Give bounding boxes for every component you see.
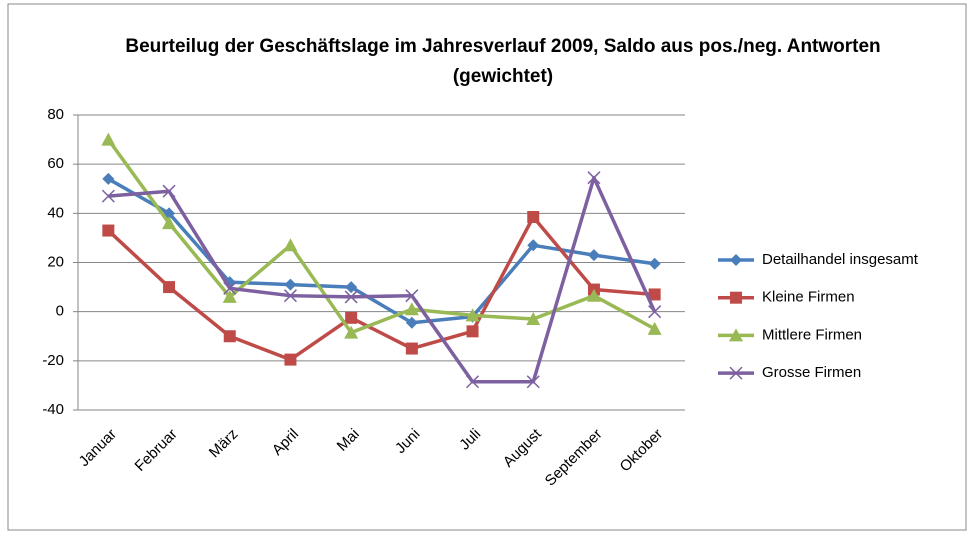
chart-title: Beurteilug der Geschäftslage im Jahresve…: [125, 36, 881, 87]
marker: [284, 353, 297, 366]
legend-marker: [730, 254, 742, 266]
x-tick-label: Januar: [76, 426, 120, 470]
legend-entry: Grosse Firmen: [718, 364, 861, 381]
x-tick-label: Juli: [456, 426, 484, 454]
series-line: [108, 175, 657, 384]
marker: [344, 325, 359, 339]
y-tick-label: 60: [47, 155, 64, 172]
marker: [162, 216, 177, 230]
y-tick-label: 0: [56, 303, 64, 320]
x-tick-label: April: [269, 426, 302, 459]
marker: [466, 325, 479, 338]
marker: [283, 289, 297, 303]
series-line: [107, 215, 655, 362]
marker: [284, 278, 297, 291]
marker: [222, 289, 237, 303]
marker: [162, 184, 176, 198]
legend-label: Kleine Firmen: [762, 289, 855, 306]
marker: [283, 238, 298, 252]
marker: [163, 281, 176, 294]
marker: [102, 224, 115, 237]
marker: [345, 281, 358, 294]
marker: [587, 171, 601, 185]
x-tick-label: Mai: [334, 426, 363, 455]
legend-marker: [730, 291, 742, 304]
y-tick-label: 80: [47, 106, 64, 123]
marker: [223, 281, 237, 295]
legend-entry: Detailhandel insgesamt: [718, 251, 919, 268]
marker: [527, 211, 540, 224]
x-tick-label: März: [206, 426, 242, 462]
marker: [102, 172, 115, 185]
x-tick-label: Oktober: [617, 426, 667, 476]
marker: [466, 375, 480, 389]
marker: [101, 132, 116, 146]
x-tick-label: Februar: [132, 426, 181, 475]
legend-label: Detailhandel insgesamt: [762, 251, 919, 268]
marker: [101, 189, 115, 203]
y-tick-label: 20: [47, 253, 64, 270]
legend-label: Grosse Firmen: [762, 364, 861, 381]
marker: [405, 289, 419, 303]
legend-entry: Mittlere Firmen: [718, 326, 862, 343]
legend-entry: Kleine Firmen: [718, 289, 855, 306]
y-tick-label: 40: [47, 204, 64, 221]
marker: [405, 342, 418, 355]
marker: [648, 257, 661, 270]
y-tick-label: -40: [42, 401, 64, 418]
marker: [526, 312, 541, 326]
legend-marker: [729, 366, 743, 380]
legend-marker: [729, 328, 743, 342]
marker: [405, 316, 418, 329]
series-line: [107, 177, 655, 325]
marker: [344, 290, 358, 304]
marker: [586, 288, 601, 302]
x-tick-label: September: [542, 426, 606, 490]
marker: [587, 249, 600, 262]
marker: [648, 288, 661, 301]
marker: [647, 321, 662, 335]
series-line: [106, 138, 656, 335]
marker: [648, 305, 662, 319]
marker: [465, 308, 480, 322]
marker: [345, 311, 358, 324]
marker: [527, 239, 540, 252]
x-tick-label: August: [500, 425, 546, 471]
chart-border: [7, 3, 967, 531]
y-tick-label: -20: [42, 352, 64, 369]
legend-label: Mittlere Firmen: [762, 326, 862, 343]
marker: [404, 302, 419, 316]
marker: [223, 330, 236, 343]
marker: [526, 375, 540, 389]
x-tick-label: Juni: [392, 426, 423, 457]
